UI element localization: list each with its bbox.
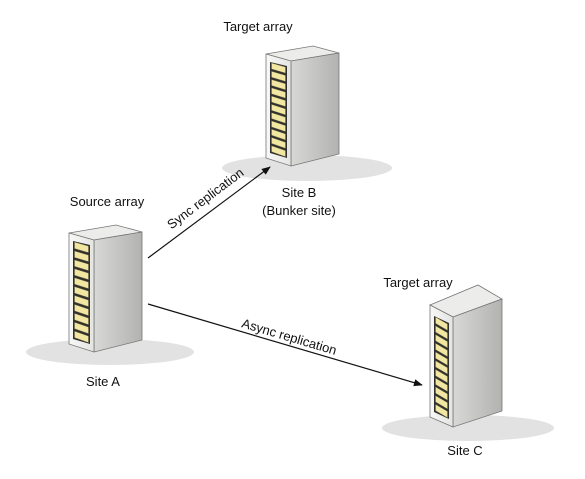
drive-bay [271,104,286,116]
drive-bay [435,334,448,349]
sync-replication-label: Sync replication [164,165,246,232]
drive-bay [271,87,286,99]
drive-bay [271,120,286,133]
drive-bay [435,368,448,384]
shadow-site-c [382,415,554,441]
server-site-c [382,284,554,441]
server-site-a [26,224,194,365]
drive-bay [435,386,448,401]
drive-bay [271,70,286,82]
drive-bay [271,112,286,124]
shadow-site-a [26,339,194,365]
site-c-label: Site C [447,443,482,458]
drive-bay [435,395,448,410]
drive-bay [435,351,448,366]
drive-bay [435,377,448,392]
drive-bay [271,79,286,91]
drive-bay [435,316,448,331]
server-site-b [222,45,392,181]
drive-bay [74,241,89,253]
site-b-note: (Bunker site) [262,203,336,218]
drive-bay [74,268,89,280]
site-b-label: Site B [282,185,317,200]
drive-bay [435,342,448,358]
drive-bay [74,312,89,326]
drive-bay [74,330,89,344]
drive-bay [74,259,89,271]
drive-bay [271,95,286,107]
server-cabinet-icon [68,224,143,353]
drive-bay [74,304,89,316]
drive-bay [74,250,89,262]
site-c-role-label: Target array [383,275,453,290]
async-replication-label: Async replication [240,316,338,358]
drive-bay [74,277,89,289]
async-replication-arrow [147,303,423,387]
sync-replication-arrow [147,166,271,259]
drive-bay [271,137,286,149]
server-cabinet-icon [429,284,503,428]
drive-bay [435,403,448,419]
drive-bay [74,295,89,307]
server-cabinet-icon [265,45,340,167]
drive-bay [74,321,89,335]
drive-bay [271,62,286,74]
site-b-role-label: Target array [223,19,293,34]
drive-bay [435,360,448,375]
site-a-label: Site A [86,374,120,389]
drive-bay [74,286,89,298]
site-a-role-label: Source array [70,194,145,209]
drive-bay [271,145,286,158]
drive-bay [271,128,286,141]
drive-bay [435,325,448,340]
